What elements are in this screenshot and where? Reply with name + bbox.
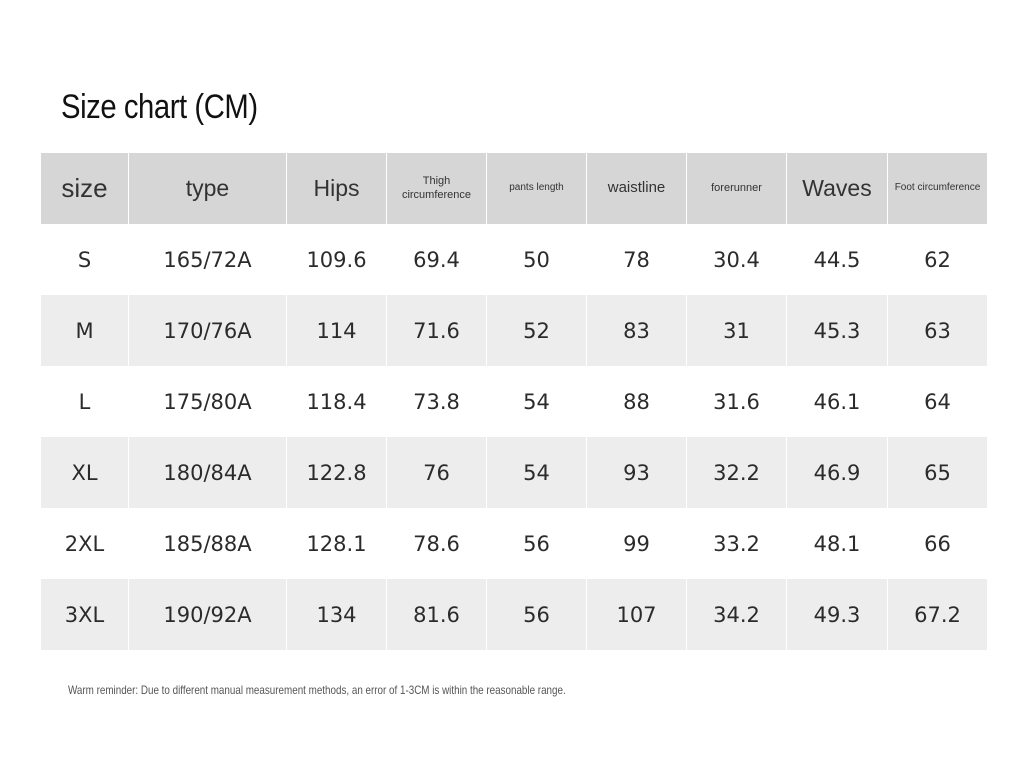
column-header-waistline: waistline — [587, 153, 686, 224]
table-cell-size: 2XL — [64, 531, 105, 556]
table-cell-thigh-circumference: 69.4 — [413, 247, 460, 272]
table-cell-waves: 49.3 — [787, 579, 887, 650]
table-cell-size: M — [41, 295, 128, 366]
table-cell-foot-circumference: 64 — [924, 389, 951, 414]
table-cell-type: 165/72A — [163, 247, 252, 272]
table-cell-forerunner: 33.2 — [713, 531, 760, 556]
table-cell-pants-length: 56 — [487, 579, 586, 650]
column-header-thigh-circumference: Thigh circumference — [387, 153, 486, 224]
table-cell-thigh-circumference: 71.6 — [387, 295, 486, 366]
column-header-size: size — [41, 153, 128, 224]
table-cell-size: 3XL — [41, 579, 128, 650]
table-cell-forerunner: 31.6 — [713, 389, 760, 414]
table-cell-foot-circumference: 66 — [924, 531, 951, 556]
table-cell-hips: 109.6 — [306, 247, 367, 272]
table-cell-waistline: 83 — [587, 295, 686, 366]
table-cell-type: 185/88A — [163, 531, 252, 556]
column-header-foot-circumference: Foot circumference — [888, 153, 987, 224]
table-cell-size: L — [78, 389, 91, 414]
table-cell-forerunner: 30.4 — [713, 247, 760, 272]
table-cell-waistline: 93 — [587, 437, 686, 508]
table-cell-thigh-circumference: 76 — [387, 437, 486, 508]
table-cell-pants-length: 52 — [487, 295, 586, 366]
table-cell-waves: 45.3 — [787, 295, 887, 366]
table-cell-hips: 134 — [287, 579, 386, 650]
table-cell-thigh-circumference: 73.8 — [413, 389, 460, 414]
table-cell-waistline: 78 — [623, 247, 650, 272]
table-cell-pants-length: 50 — [523, 247, 550, 272]
table-cell-hips: 118.4 — [306, 389, 367, 414]
table-cell-forerunner: 32.2 — [687, 437, 786, 508]
page-title: Size chart (CM) — [61, 88, 258, 126]
table-cell-type: 180/84A — [129, 437, 286, 508]
table-cell-forerunner: 31 — [687, 295, 786, 366]
table-cell-pants-length: 54 — [523, 389, 550, 414]
column-header-forerunner: forerunner — [687, 153, 786, 224]
table-cell-type: 175/80A — [163, 389, 252, 414]
table-cell-forerunner: 34.2 — [687, 579, 786, 650]
table-cell-type: 190/92A — [129, 579, 286, 650]
size-chart-table: size type Hips Thigh circumference pants len… — [41, 153, 987, 650]
table-cell-thigh-circumference: 81.6 — [387, 579, 486, 650]
column-header-type: type — [129, 153, 286, 224]
table-cell-thigh-circumference: 78.6 — [413, 531, 460, 556]
table-cell-waves: 48.1 — [813, 531, 861, 556]
table-cell-waistline: 88 — [623, 389, 650, 414]
table-cell-waves: 46.1 — [813, 389, 861, 414]
table-cell-waves: 46.9 — [787, 437, 887, 508]
column-header-hips: Hips — [287, 153, 386, 224]
table-cell-waves: 44.5 — [813, 247, 861, 272]
column-header-waves: Waves — [787, 153, 887, 224]
table-cell-pants-length: 56 — [523, 531, 550, 556]
table-cell-hips: 114 — [287, 295, 386, 366]
table-cell-foot-circumference: 63 — [888, 295, 987, 366]
table-cell-pants-length: 54 — [487, 437, 586, 508]
table-cell-foot-circumference: 65 — [888, 437, 987, 508]
column-header-pants-length: pants length — [487, 153, 586, 224]
table-cell-size: S — [77, 247, 92, 272]
table-cell-type: 170/76A — [129, 295, 286, 366]
table-cell-waistline: 99 — [623, 531, 650, 556]
table-cell-foot-circumference: 62 — [924, 247, 951, 272]
table-cell-hips: 128.1 — [306, 531, 367, 556]
table-cell-size: XL — [41, 437, 128, 508]
table-cell-waistline: 107 — [587, 579, 686, 650]
measurement-note: Warm reminder: Due to different manual m… — [68, 683, 566, 697]
table-cell-hips: 122.8 — [287, 437, 386, 508]
table-cell-foot-circumference: 67.2 — [888, 579, 987, 650]
